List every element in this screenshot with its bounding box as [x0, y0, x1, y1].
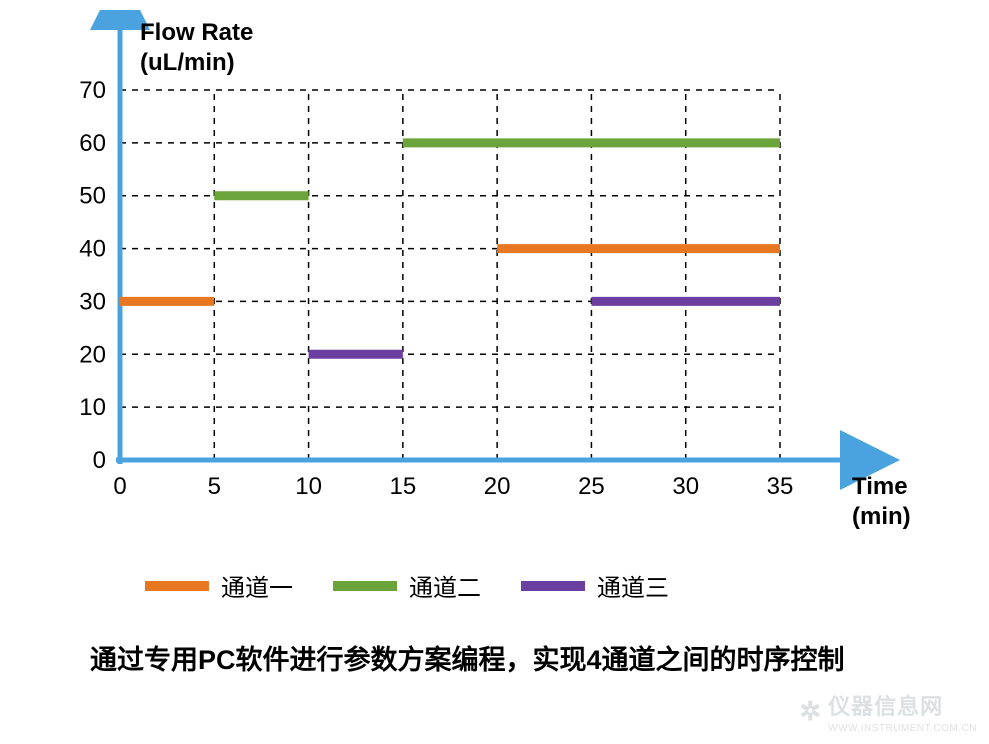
- axis-titles: Flow Rate (uL/min) Time (min): [140, 19, 911, 530]
- svg-text:15: 15: [390, 473, 417, 500]
- page-root: 0 10 20 30 40 50 60 70 0 5 10 15 20 25 30 35 Flow Rate (…: [0, 0, 989, 744]
- legend-swatch-channel3: [521, 581, 585, 591]
- legend-swatch-channel1: [145, 581, 209, 591]
- chart-svg: 0 10 20 30 40 50 60 70 0 5 10 15 20 25 30 35 Flow Rate (…: [60, 10, 930, 550]
- svg-text:25: 25: [578, 473, 605, 500]
- svg-text:35: 35: [767, 473, 794, 500]
- legend-item-channel2: 通道二: [333, 568, 481, 603]
- watermark-icon: ✲: [799, 696, 822, 727]
- watermark: ✲ 仪器信息网 WWW.INSTRUMENT.COM.CN: [799, 689, 977, 734]
- axes: [116, 20, 850, 464]
- svg-text:Time: Time: [852, 473, 908, 500]
- svg-text:70: 70: [79, 77, 106, 104]
- svg-text:20: 20: [484, 473, 511, 500]
- legend-item-channel1: 通道一: [145, 568, 293, 603]
- svg-text:20: 20: [79, 341, 106, 368]
- svg-text:5: 5: [208, 473, 221, 500]
- legend-label-channel2: 通道二: [409, 568, 481, 603]
- svg-text:0: 0: [93, 447, 106, 474]
- svg-text:60: 60: [79, 130, 106, 157]
- legend-label-channel3: 通道三: [597, 568, 669, 603]
- svg-text:40: 40: [79, 236, 106, 263]
- svg-text:30: 30: [79, 288, 106, 315]
- svg-text:(uL/min): (uL/min): [140, 49, 235, 76]
- svg-text:10: 10: [79, 394, 106, 421]
- svg-text:0: 0: [113, 473, 126, 500]
- svg-text:(min): (min): [852, 503, 911, 530]
- svg-text:10: 10: [295, 473, 322, 500]
- watermark-text: 仪器信息网: [828, 689, 977, 721]
- legend: 通道一 通道二 通道三: [145, 568, 669, 603]
- caption-text: 通过专用PC软件进行参数方案编程，实现4通道之间的时序控制: [90, 640, 870, 681]
- legend-swatch-channel2: [333, 581, 397, 591]
- svg-text:50: 50: [79, 183, 106, 210]
- legend-item-channel3: 通道三: [521, 568, 669, 603]
- flow-rate-chart: 0 10 20 30 40 50 60 70 0 5 10 15 20 25 30 35 Flow Rate (…: [60, 10, 930, 570]
- svg-text:30: 30: [672, 473, 699, 500]
- legend-label-channel1: 通道一: [221, 568, 293, 603]
- watermark-url: WWW.INSTRUMENT.COM.CN: [828, 723, 977, 734]
- svg-text:Flow Rate: Flow Rate: [140, 19, 253, 46]
